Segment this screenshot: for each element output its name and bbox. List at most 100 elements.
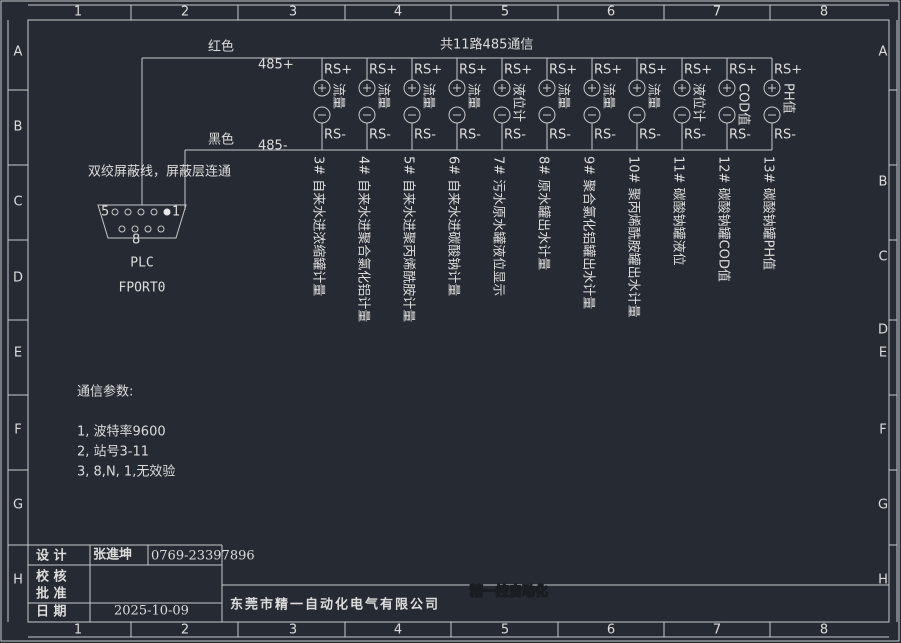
plus-terminal: [628, 79, 646, 97]
rs-plus: RS+: [729, 63, 757, 78]
column-number: 1: [74, 623, 82, 638]
plus-terminal: [763, 79, 781, 97]
tb-label: 校 核: [36, 569, 67, 585]
row-letter: A: [879, 45, 888, 60]
column-number: 4: [394, 623, 402, 638]
row-letter: F: [879, 423, 886, 438]
rs-minus: RS-: [504, 128, 526, 143]
column-number: 7: [713, 5, 721, 20]
minus-terminal: [358, 106, 376, 124]
device-description: 5# 自来水进聚丙烯酰胺计量: [401, 156, 416, 322]
minus-terminal: [313, 106, 331, 124]
column-number: 5: [501, 623, 509, 638]
plus-label: 485+: [258, 58, 294, 73]
cable-note: 双绞屏蔽线，屏蔽层连通: [88, 164, 231, 180]
device-tag: 流量: [601, 83, 616, 109]
tb-label: 批 准: [36, 586, 67, 602]
device-tag: 液位计: [691, 83, 706, 122]
device-tag: 流量: [331, 83, 346, 109]
row-letter: H: [878, 573, 888, 588]
device-description: 12# 碳酸钠罐COD值: [716, 156, 732, 282]
pin: [137, 208, 145, 216]
pin-label: 1: [172, 205, 180, 220]
column-number: 2: [181, 5, 189, 20]
column-number: 2: [181, 623, 189, 638]
tb-label: 日 期: [36, 605, 67, 620]
rs-plus: RS+: [414, 63, 442, 78]
row-letter: F: [14, 423, 21, 438]
params-title: 通信参数:: [77, 384, 133, 400]
column-number: 5: [501, 5, 509, 20]
company: 东莞市精一自动化电气有限公司: [230, 597, 440, 613]
rs-plus: RS+: [369, 63, 397, 78]
row-letter: H: [13, 573, 23, 588]
device-description: 7# 污水原水罐液位显示: [491, 156, 506, 296]
plus-terminal: [583, 79, 601, 97]
device-description: 11# 碳酸钠罐液位: [671, 156, 686, 266]
plus-terminal: [538, 79, 556, 97]
pin: [124, 208, 132, 216]
row-letter: D: [13, 271, 23, 286]
device-tag: PH值: [781, 83, 797, 114]
minus-terminal: [448, 106, 466, 124]
rs-plus: RS+: [324, 63, 352, 78]
row-letter: G: [878, 498, 888, 513]
db9-connector: [97, 204, 187, 239]
row-letter: C: [878, 250, 887, 265]
watermark: 精一控自动化: [470, 584, 548, 600]
rs-plus: RS+: [549, 63, 577, 78]
param-item: 1, 波特率9600: [77, 424, 166, 440]
red-label: 红色: [208, 39, 234, 55]
rs-minus: RS-: [594, 128, 616, 143]
rs-minus: RS-: [729, 128, 751, 143]
plus-terminal: [493, 79, 511, 97]
rs-plus: RS+: [684, 63, 712, 78]
row-letter: E: [879, 346, 887, 361]
pin: [144, 225, 152, 233]
column-number: 4: [394, 5, 402, 20]
pin: [111, 208, 119, 216]
tb-value: 张進坤: [93, 547, 132, 563]
plus-terminal: [313, 79, 331, 97]
rs-minus: RS-: [774, 128, 796, 143]
plc-name: PLC: [130, 256, 153, 271]
rs-minus: RS-: [639, 128, 661, 143]
row-letter: D: [878, 323, 888, 338]
plc-port: FPORT0: [119, 281, 166, 296]
pin: [150, 208, 158, 216]
rs-minus: RS-: [549, 128, 571, 143]
minus-terminal: [628, 106, 646, 124]
plus-terminal: [718, 79, 736, 97]
pin: [157, 225, 165, 233]
pin-label: 5: [101, 205, 109, 220]
minus-terminal: [538, 106, 556, 124]
rs-plus: RS+: [639, 63, 667, 78]
plus-terminal: [358, 79, 376, 97]
column-number: 7: [713, 623, 721, 638]
row-letter: G: [13, 498, 23, 513]
pin-filled: [163, 208, 171, 216]
minus-terminal: [673, 106, 691, 124]
device-description: 10# 聚丙烯酰胺罐出水计量: [626, 156, 641, 318]
param-item: 2, 站号3-11: [77, 445, 149, 460]
device-description: 6# 自来水进碳酸钠计量: [446, 156, 461, 296]
row-letter: A: [14, 45, 23, 60]
device-tag: 流量: [376, 83, 391, 109]
rs-minus: RS-: [684, 128, 706, 143]
device-tag: 流量: [466, 83, 481, 109]
minus-terminal: [718, 106, 736, 124]
pin-label: 8: [132, 233, 140, 248]
rs-plus: RS+: [459, 63, 487, 78]
column-number: 3: [289, 623, 297, 638]
device-description: 13# 碳酸钠罐PH值: [761, 156, 777, 270]
inner-frame: [27, 19, 890, 623]
device-description: 8# 原水罐出水计量: [536, 156, 551, 270]
column-number: 6: [607, 623, 615, 638]
rs-plus: RS+: [594, 63, 622, 78]
minus-terminal: [583, 106, 601, 124]
rs-plus: RS+: [504, 63, 532, 78]
column-number: 8: [820, 5, 828, 20]
rs-minus: RS-: [459, 128, 481, 143]
device-tag: 液位计: [511, 83, 526, 122]
